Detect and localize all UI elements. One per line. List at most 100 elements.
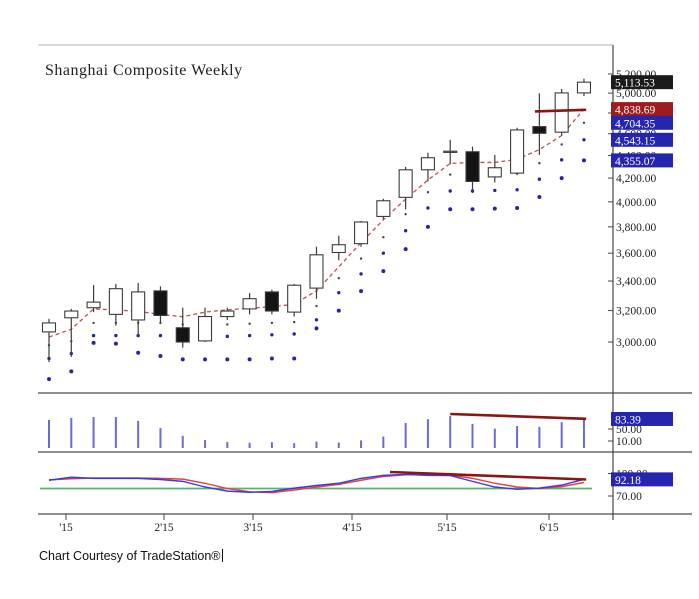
trailing-stop-dot-upper xyxy=(248,322,251,325)
axis-tick-label: 10.00 xyxy=(616,436,642,448)
trailing-stop-dot-lower xyxy=(47,377,51,382)
candlestick xyxy=(131,291,146,321)
trailing-stop-dot-middle xyxy=(114,333,118,338)
x-axis-label: 4'15 xyxy=(342,522,362,534)
axis-tick-label: 4,200.00 xyxy=(616,173,657,185)
trailing-stop-dot-upper xyxy=(292,320,296,324)
trailing-stop-dot-lower xyxy=(269,356,274,361)
momentum-badge xyxy=(611,411,673,426)
price-badge-label: 5,113.53 xyxy=(615,78,655,90)
trailing-stop-dot-upper xyxy=(226,323,229,326)
candlestick xyxy=(220,310,235,318)
trailing-stop-dot-upper xyxy=(315,304,318,308)
trailing-stop-dot-upper xyxy=(337,276,340,280)
trailing-stop-dot-upper xyxy=(270,321,274,325)
candlestick xyxy=(420,157,435,171)
momentum-badge-label: 83.39 xyxy=(615,414,641,426)
price-badge xyxy=(611,102,673,117)
trailing-stop-dot-upper xyxy=(449,173,452,176)
trailing-stop-dot-lower xyxy=(69,369,74,374)
trailing-stop-dot-middle xyxy=(270,333,274,337)
candlestick xyxy=(41,322,57,333)
footer-text: Chart Courtesy of TradeStation® xyxy=(39,549,221,563)
candlestick xyxy=(465,151,480,182)
axis-tick-label: 70.00 xyxy=(616,491,642,503)
price-badge-label: 4,704.35 xyxy=(615,118,656,130)
axis-tick-label: 3,800.00 xyxy=(616,222,657,234)
trailing-stop-dot-lower xyxy=(247,357,252,362)
price-trendline xyxy=(534,108,587,113)
price-badge-label: 4,543.15 xyxy=(615,135,656,147)
trailing-stop-dot-middle xyxy=(381,251,386,255)
price-badge xyxy=(611,132,673,147)
trailing-stop-dot-upper xyxy=(92,321,95,325)
axis-tick-label: 3,000.00 xyxy=(616,337,657,349)
candlestick xyxy=(443,150,458,153)
x-axis-label: 2'15 xyxy=(154,522,174,534)
trailing-stop-dot-lower xyxy=(91,340,96,345)
trailing-stop-dot-lower xyxy=(403,247,408,252)
candlestick xyxy=(287,284,302,313)
axis-tick-label: 50.00 xyxy=(616,424,642,436)
candlestick xyxy=(487,167,502,178)
candlestick xyxy=(510,129,525,174)
chart-title: Shanghai Composite Weekly xyxy=(45,62,243,79)
trailing-stop-dot-middle xyxy=(359,272,363,276)
trailing-stop-dot-middle xyxy=(403,229,408,233)
trailing-stop-dot-middle xyxy=(158,333,163,338)
trailing-stop-dot-lower xyxy=(425,224,430,229)
price-badge xyxy=(611,75,673,90)
trailing-stop-dot-lower xyxy=(180,357,185,362)
candlestick xyxy=(398,169,413,198)
trailing-stop-dot-lower xyxy=(492,206,497,211)
price-badge-label: 4,838.69 xyxy=(615,105,656,117)
trailing-stop-dot-middle xyxy=(515,188,519,192)
trailing-stop-dot-middle xyxy=(537,177,542,181)
candlestick xyxy=(354,221,369,245)
axis-tick-label: 4,000.00 xyxy=(616,197,657,209)
trailing-stop-dot-upper xyxy=(159,321,162,325)
x-axis-label: '15 xyxy=(59,522,73,534)
trailing-stop-dot-middle xyxy=(91,333,96,338)
trailing-stop-dot-upper xyxy=(359,257,363,260)
trailing-stop-dot-lower xyxy=(158,354,163,359)
candlestick xyxy=(175,327,190,343)
trailing-stop-dot-middle xyxy=(225,334,230,339)
oscillator-badge xyxy=(611,472,673,487)
text-cursor xyxy=(221,549,224,562)
oscillator-trendline xyxy=(389,470,587,481)
trailing-stop-dot-lower xyxy=(515,205,520,210)
candlestick xyxy=(264,291,279,312)
axis-tick-label: 3,600.00 xyxy=(616,248,657,260)
momentum-trendline xyxy=(450,412,587,421)
trailing-stop-dot-lower xyxy=(136,350,141,355)
trailing-stop-dot-middle xyxy=(314,318,319,322)
axis-tick-label: 3,200.00 xyxy=(616,306,657,318)
trailing-stop-dot-upper xyxy=(382,236,385,239)
x-axis-label: 5'15 xyxy=(437,522,457,534)
trailing-stop-dot-lower xyxy=(203,357,208,362)
moving-average-line xyxy=(48,108,585,338)
trailing-stop-dot-upper xyxy=(404,212,407,216)
trailing-stop-dot-lower xyxy=(559,176,564,181)
trailing-stop-dot-middle xyxy=(582,138,586,142)
candlestick xyxy=(197,316,213,342)
price-badge xyxy=(611,153,673,168)
candlestick xyxy=(64,310,79,319)
trailing-stop-dot-upper xyxy=(560,143,563,146)
candlestick xyxy=(576,81,592,94)
oscillator-badge-label: 92.18 xyxy=(615,475,641,487)
axis-tick-label: 5,000.00 xyxy=(616,88,657,100)
chart-footer: Chart Courtesy of TradeStation® xyxy=(39,549,224,563)
trailing-stop-dot-lower xyxy=(336,308,341,313)
trailing-stop-dot-middle xyxy=(493,188,497,193)
trailing-stop-dot-middle xyxy=(337,290,341,295)
price-badge xyxy=(611,115,673,130)
candlestick xyxy=(532,126,547,134)
trailing-stop-dot-lower xyxy=(113,341,118,346)
x-axis-label: 6'15 xyxy=(539,522,559,534)
oscillator-fast-line xyxy=(48,473,585,493)
trailing-stop-dot-lower xyxy=(537,194,542,199)
